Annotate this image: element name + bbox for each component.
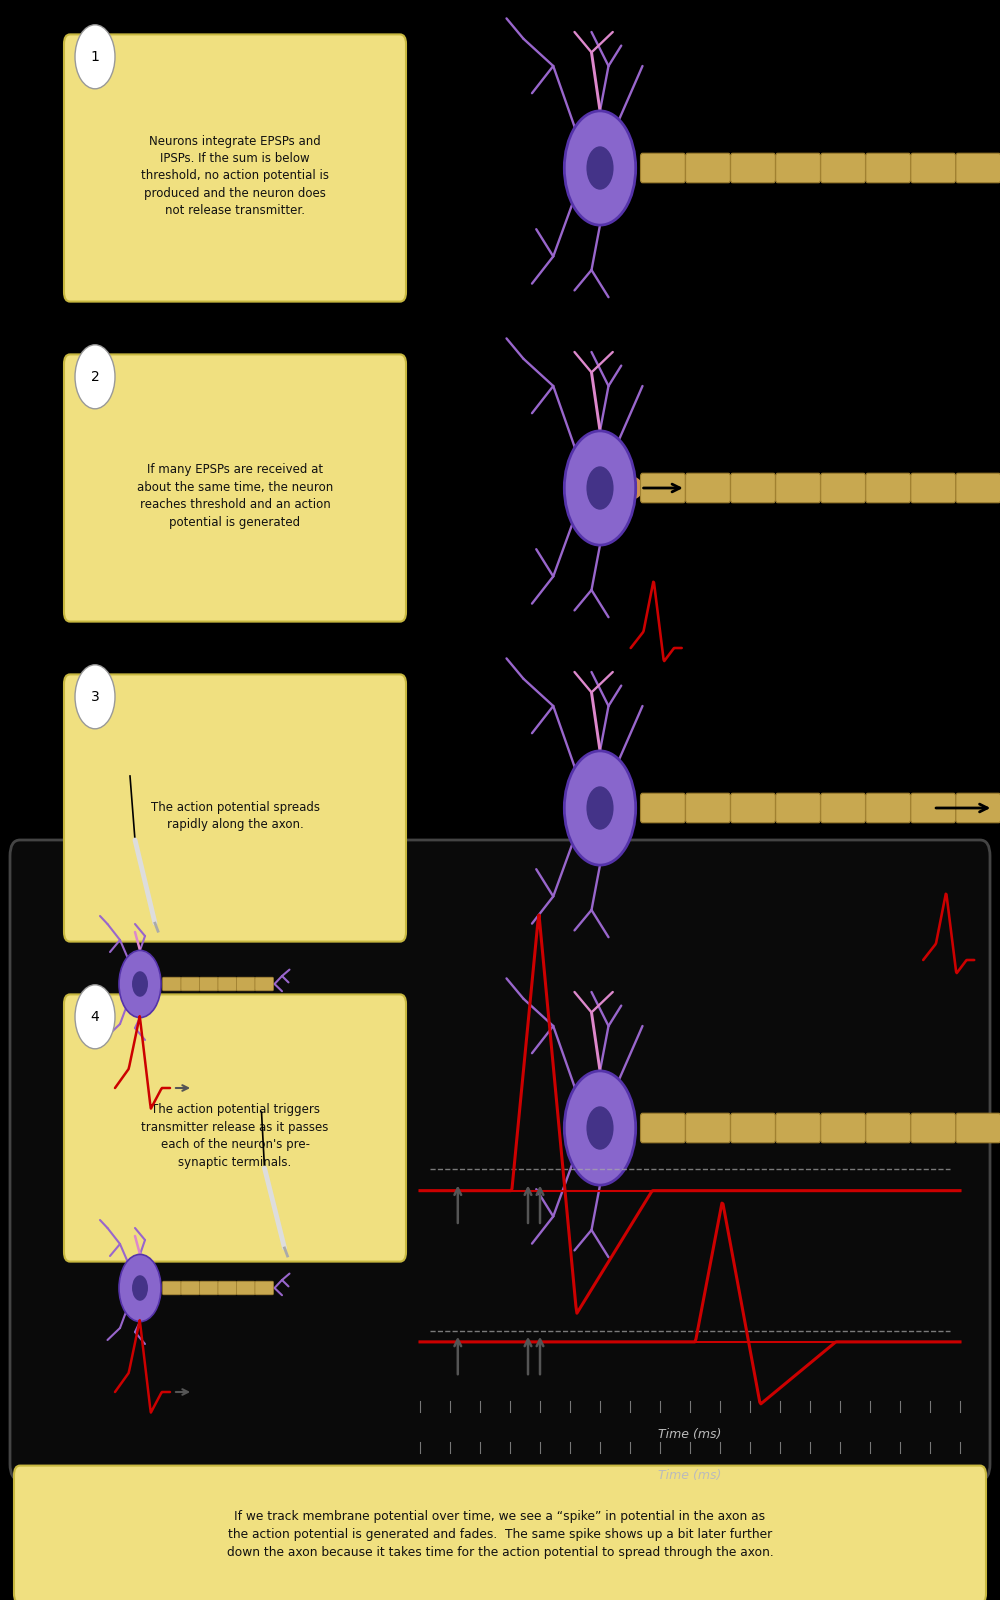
FancyBboxPatch shape xyxy=(255,1282,274,1294)
FancyBboxPatch shape xyxy=(866,1114,911,1142)
FancyBboxPatch shape xyxy=(181,978,200,990)
FancyBboxPatch shape xyxy=(956,154,1000,182)
FancyBboxPatch shape xyxy=(731,474,775,502)
FancyBboxPatch shape xyxy=(640,154,685,182)
Text: Time (ms): Time (ms) xyxy=(658,1429,722,1442)
FancyBboxPatch shape xyxy=(866,474,911,502)
FancyBboxPatch shape xyxy=(956,794,1000,822)
Circle shape xyxy=(75,24,115,88)
FancyBboxPatch shape xyxy=(237,1282,255,1294)
Circle shape xyxy=(75,986,115,1050)
Circle shape xyxy=(564,1070,636,1186)
FancyBboxPatch shape xyxy=(199,1282,218,1294)
Circle shape xyxy=(75,666,115,728)
FancyBboxPatch shape xyxy=(686,154,730,182)
Circle shape xyxy=(75,346,115,410)
FancyBboxPatch shape xyxy=(64,675,406,941)
FancyBboxPatch shape xyxy=(14,1466,986,1600)
FancyBboxPatch shape xyxy=(776,474,820,502)
FancyBboxPatch shape xyxy=(640,794,685,822)
Circle shape xyxy=(586,466,614,510)
Circle shape xyxy=(586,146,614,190)
FancyBboxPatch shape xyxy=(255,978,274,990)
FancyBboxPatch shape xyxy=(64,355,406,622)
FancyBboxPatch shape xyxy=(776,794,820,822)
FancyBboxPatch shape xyxy=(776,1114,820,1142)
FancyBboxPatch shape xyxy=(821,154,865,182)
FancyBboxPatch shape xyxy=(686,1114,730,1142)
Text: Neurons integrate EPSPs and
IPSPs. If the sum is below
threshold, no action pote: Neurons integrate EPSPs and IPSPs. If th… xyxy=(141,134,329,218)
FancyBboxPatch shape xyxy=(640,474,685,502)
FancyBboxPatch shape xyxy=(821,794,865,822)
Circle shape xyxy=(564,430,636,546)
FancyBboxPatch shape xyxy=(64,34,406,301)
FancyBboxPatch shape xyxy=(686,794,730,822)
FancyBboxPatch shape xyxy=(10,840,990,1480)
FancyBboxPatch shape xyxy=(911,794,956,822)
Text: If many EPSPs are received at
about the same time, the neuron
reaches threshold : If many EPSPs are received at about the … xyxy=(137,464,333,528)
FancyBboxPatch shape xyxy=(866,154,911,182)
Text: 3: 3 xyxy=(91,690,99,704)
FancyBboxPatch shape xyxy=(956,1114,1000,1142)
Text: 2: 2 xyxy=(91,370,99,384)
FancyBboxPatch shape xyxy=(218,1282,237,1294)
FancyBboxPatch shape xyxy=(956,474,1000,502)
Text: The action potential spreads
rapidly along the axon.: The action potential spreads rapidly alo… xyxy=(151,800,320,832)
FancyBboxPatch shape xyxy=(731,154,775,182)
FancyBboxPatch shape xyxy=(162,978,181,990)
FancyBboxPatch shape xyxy=(776,154,820,182)
Circle shape xyxy=(119,1254,161,1322)
Ellipse shape xyxy=(621,477,643,499)
FancyBboxPatch shape xyxy=(686,474,730,502)
FancyBboxPatch shape xyxy=(199,978,218,990)
Text: The action potential triggers
transmitter release as it passes
each of the neuro: The action potential triggers transmitte… xyxy=(141,1104,329,1168)
FancyBboxPatch shape xyxy=(237,978,255,990)
FancyBboxPatch shape xyxy=(731,794,775,822)
FancyBboxPatch shape xyxy=(911,154,956,182)
FancyBboxPatch shape xyxy=(181,1282,200,1294)
Text: Time (ms): Time (ms) xyxy=(658,1469,722,1482)
FancyBboxPatch shape xyxy=(821,1114,865,1142)
FancyBboxPatch shape xyxy=(640,1114,685,1142)
Circle shape xyxy=(564,110,636,226)
Text: If we track membrane potential over time, we see a “spike” in potential in the a: If we track membrane potential over time… xyxy=(227,1510,773,1558)
FancyBboxPatch shape xyxy=(821,474,865,502)
FancyBboxPatch shape xyxy=(64,995,406,1261)
Text: 4: 4 xyxy=(91,1010,99,1024)
Circle shape xyxy=(564,750,636,866)
Circle shape xyxy=(132,1275,148,1301)
Circle shape xyxy=(119,950,161,1018)
FancyBboxPatch shape xyxy=(866,794,911,822)
Circle shape xyxy=(586,786,614,830)
FancyBboxPatch shape xyxy=(911,1114,956,1142)
FancyBboxPatch shape xyxy=(218,978,237,990)
FancyBboxPatch shape xyxy=(162,1282,181,1294)
Circle shape xyxy=(586,1106,614,1150)
FancyBboxPatch shape xyxy=(911,474,956,502)
Circle shape xyxy=(132,971,148,997)
FancyBboxPatch shape xyxy=(731,1114,775,1142)
Text: 1: 1 xyxy=(91,50,99,64)
